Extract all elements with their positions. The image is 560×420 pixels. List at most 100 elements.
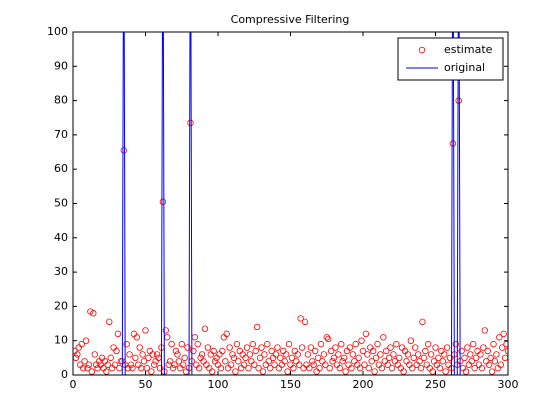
point [230,354,238,362]
point [468,358,475,365]
point [488,368,496,375]
legend: estimate original [397,37,504,81]
point [500,330,507,338]
point [374,340,381,348]
point [432,344,439,351]
point [294,351,301,358]
point [326,364,333,372]
point [265,358,272,365]
point [372,354,380,362]
point [140,358,148,365]
point [304,351,312,358]
point [485,361,493,368]
y-tick-label: 70 [54,128,68,141]
point [219,347,226,355]
y-tick-label: 100 [47,25,68,38]
point [317,340,325,348]
point [178,340,185,348]
point [388,364,396,372]
point [204,344,212,351]
point [504,347,508,355]
x-tick-label: 200 [353,378,374,391]
point [348,364,355,372]
point [149,351,156,358]
point [316,364,323,372]
point [190,347,197,355]
point [245,364,252,372]
point [111,361,119,368]
point [120,147,127,154]
point [156,364,164,372]
point [194,340,201,348]
point [172,347,180,355]
point [114,330,122,338]
point [352,340,359,348]
y-tick-label: 90 [54,59,68,72]
point [142,327,149,334]
y-tick-label: 40 [54,231,68,244]
chart-title: Compressive Filtering [231,13,350,26]
point [132,354,139,362]
point [419,318,426,326]
point [168,340,175,348]
point [481,327,488,334]
point [229,351,236,358]
point [409,364,416,372]
point [226,344,233,351]
point [417,364,425,372]
point [82,337,90,344]
point [446,354,454,362]
point [435,354,442,362]
point [436,364,444,372]
point [272,351,280,358]
point [181,354,188,362]
point [264,340,271,348]
y-tick-label: 0 [61,368,68,381]
point [499,344,506,351]
point [387,344,394,351]
point [404,351,412,358]
point [123,340,130,348]
point [332,344,339,351]
point [478,364,486,372]
point [187,119,194,127]
point [113,347,120,355]
point [349,351,357,358]
point [396,354,403,362]
plot-area [73,32,508,375]
y-tick-label: 10 [54,334,68,347]
point [329,358,336,365]
point [414,351,422,358]
point [288,354,296,362]
point [169,364,177,372]
point [106,318,113,326]
point [162,327,169,334]
point [201,325,209,332]
point [179,361,187,368]
point [458,347,465,355]
point [491,358,499,365]
point [285,340,293,348]
point [442,368,449,375]
point [81,358,88,365]
legend-label: original [444,61,485,74]
legend-box [397,37,504,81]
point [393,340,400,348]
point [261,351,268,358]
point [104,361,111,368]
point [412,344,419,351]
point [338,340,345,348]
point [306,364,313,372]
point [496,334,503,341]
point [310,361,317,368]
point [79,364,87,372]
point [309,358,316,365]
point [400,368,407,375]
point [153,351,161,358]
point [467,351,474,358]
point [503,340,508,348]
point [410,354,417,362]
point [246,351,254,358]
point [208,368,216,375]
point [290,364,297,372]
